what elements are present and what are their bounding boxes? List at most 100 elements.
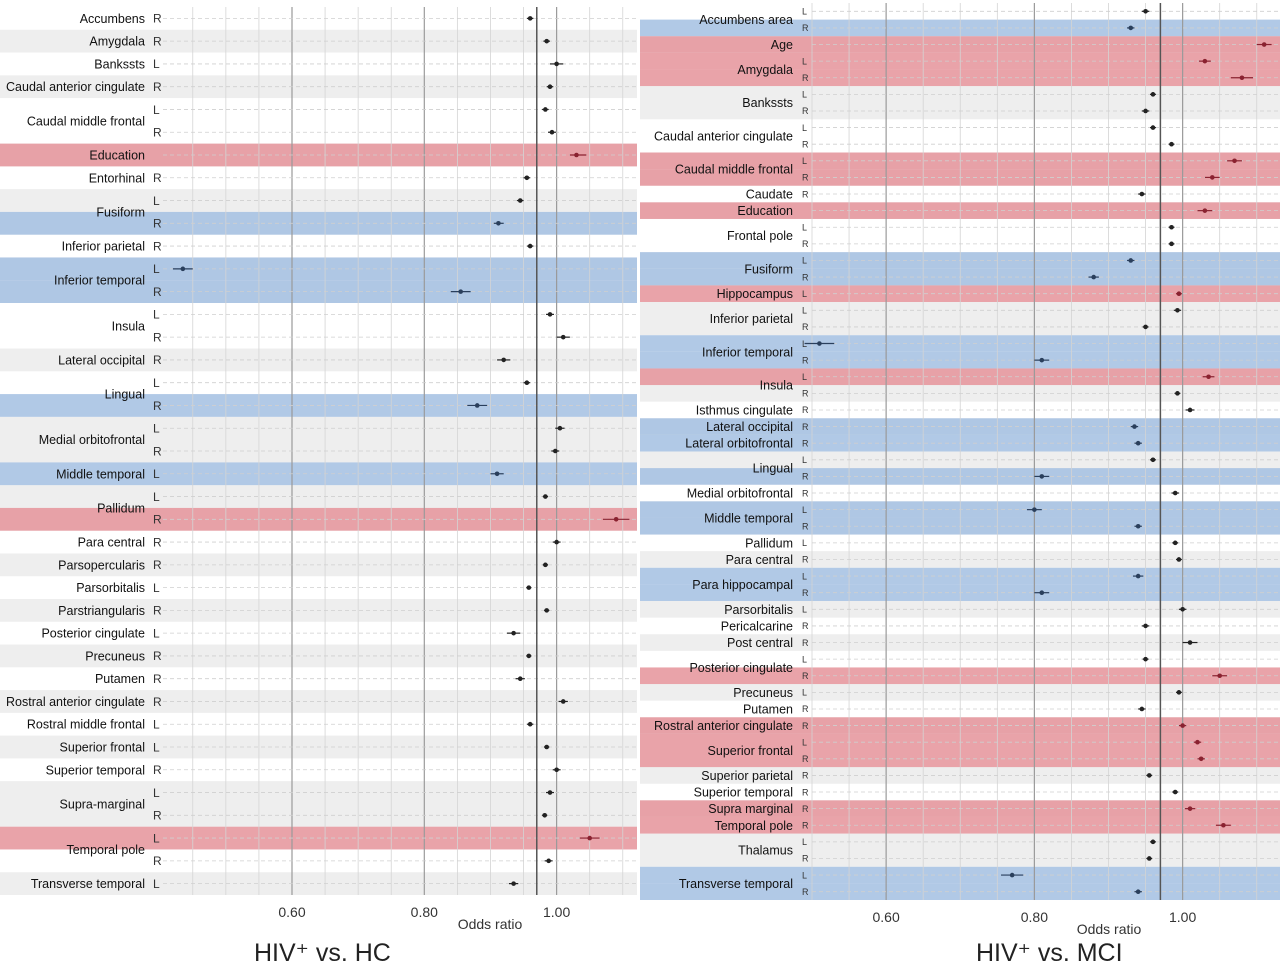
- odds-ratio-point: [1132, 424, 1137, 429]
- region-label: Caudate: [746, 188, 793, 202]
- region-label: Posterior cingulate: [41, 627, 145, 641]
- hemisphere-label: R: [153, 171, 162, 185]
- hemisphere-label: R: [802, 322, 809, 332]
- hemisphere-label: L: [802, 90, 807, 100]
- odds-ratio-point: [1150, 92, 1156, 97]
- odds-ratio-point: [1169, 241, 1174, 247]
- odds-ratio-point: [1261, 42, 1267, 47]
- hemisphere-label: L: [802, 256, 807, 266]
- hemisphere-label: R: [802, 588, 809, 598]
- region-label: Accumbens: [80, 12, 145, 26]
- hemisphere-label: R: [802, 438, 809, 448]
- odds-ratio-point: [554, 61, 559, 67]
- region-label: Transverse temporal: [679, 877, 793, 891]
- region-label: Rostral anterior cingulate: [654, 719, 793, 733]
- odds-ratio-point: [1176, 690, 1182, 695]
- odds-ratio-point: [1135, 573, 1141, 579]
- odds-ratio-point: [501, 357, 506, 363]
- region-label: Caudal middle frontal: [675, 163, 793, 177]
- odds-ratio-point: [1150, 125, 1156, 130]
- hemisphere-label: R: [153, 695, 162, 709]
- hemisphere-label: L: [802, 654, 807, 664]
- region-label: Middle temporal: [704, 511, 793, 525]
- hemisphere-label: R: [153, 285, 162, 299]
- hemisphere-label: R: [802, 272, 809, 282]
- odds-ratio-point: [1128, 25, 1134, 31]
- hemisphere-label: L: [153, 57, 160, 71]
- hemisphere-label: R: [802, 638, 809, 648]
- region-label: Frontal pole: [727, 229, 793, 243]
- hemisphere-label: L: [802, 339, 807, 349]
- hemisphere-label: L: [153, 786, 160, 800]
- hemisphere-label: R: [802, 787, 809, 797]
- hemisphere-label: L: [153, 626, 160, 640]
- region-label: Caudal anterior cingulate: [654, 129, 793, 143]
- hemisphere-label: R: [802, 139, 809, 149]
- hemisphere-label: L: [802, 306, 807, 316]
- region-label: Medial orbitofrontal: [687, 487, 793, 501]
- region-label: Precuneus: [85, 649, 145, 663]
- odds-ratio-point: [543, 562, 548, 568]
- odds-ratio-point: [527, 16, 533, 21]
- region-label: Fusiform: [96, 205, 145, 219]
- region-label: Parsopercularis: [58, 558, 145, 572]
- odds-ratio-point: [1128, 258, 1134, 263]
- region-label: Insula: [760, 379, 793, 393]
- hemisphere-label: L: [802, 505, 807, 515]
- hemisphere-label: R: [153, 34, 162, 48]
- hemisphere-label: L: [153, 103, 160, 117]
- odds-ratio-point: [1009, 872, 1015, 878]
- hemisphere-label: R: [802, 521, 809, 531]
- region-label: Hippocampus: [717, 287, 793, 301]
- region-label: Isthmus cingulate: [696, 403, 793, 417]
- region-label: Superior temporal: [694, 786, 793, 800]
- hemisphere-label: R: [153, 80, 162, 94]
- odds-ratio-point: [1202, 208, 1208, 213]
- hemisphere-label: L: [802, 123, 807, 133]
- region-label: Para hippocampal: [692, 578, 793, 592]
- region-label: Inferior parietal: [62, 240, 145, 254]
- odds-ratio-point: [180, 266, 186, 272]
- hemisphere-label: L: [802, 56, 807, 66]
- hemisphere-label: L: [802, 455, 807, 465]
- odds-ratio-point: [1180, 607, 1185, 612]
- hemisphere-label: R: [802, 820, 809, 830]
- region-label: Inferior temporal: [702, 345, 793, 359]
- hemisphere-label: R: [153, 763, 162, 777]
- hemisphere-label: R: [802, 389, 809, 399]
- hemisphere-label: L: [153, 376, 160, 390]
- odds-ratio-point: [1187, 640, 1193, 645]
- region-label: Education: [89, 149, 145, 163]
- odds-ratio-point: [547, 312, 553, 317]
- odds-ratio-point: [1175, 391, 1180, 396]
- hemisphere-label: L: [802, 688, 807, 698]
- region-label: Superior parietal: [701, 769, 793, 783]
- hemisphere-label: L: [802, 156, 807, 166]
- hemisphere-label: R: [802, 405, 809, 415]
- hemisphere-label: R: [153, 353, 162, 367]
- odds-ratio-point: [1146, 773, 1152, 778]
- region-label: Lingual: [105, 388, 145, 402]
- odds-ratio-point: [547, 790, 553, 795]
- region-label: Pallidum: [745, 536, 793, 550]
- x-tick-label: 0.60: [278, 904, 305, 920]
- odds-ratio-point: [554, 767, 559, 773]
- hemisphere-label: R: [802, 771, 809, 781]
- hemisphere-label: R: [802, 189, 809, 199]
- odds-ratio-point: [554, 539, 559, 545]
- hemisphere-label: R: [153, 217, 162, 231]
- odds-ratio-point: [458, 289, 463, 294]
- x-axis-title: Odds ratio: [458, 916, 523, 932]
- region-label: Parsorbitalis: [76, 581, 145, 595]
- x-tick-label: 0.80: [411, 904, 438, 920]
- x-tick-label: 1.00: [543, 904, 570, 920]
- odds-ratio-point: [1172, 789, 1178, 795]
- forest-plot-hiv-vs-mci: Accumbens area Age Amygdala Bankssts Caudal …: [640, 0, 1280, 967]
- region-label: Inferior temporal: [54, 274, 145, 288]
- hemisphere-label: L: [153, 740, 160, 754]
- odds-ratio-point: [542, 813, 548, 818]
- odds-ratio-point: [1221, 822, 1226, 828]
- odds-ratio-point: [1217, 673, 1222, 679]
- hemisphere-label: L: [153, 194, 160, 208]
- odds-ratio-point: [1139, 706, 1145, 712]
